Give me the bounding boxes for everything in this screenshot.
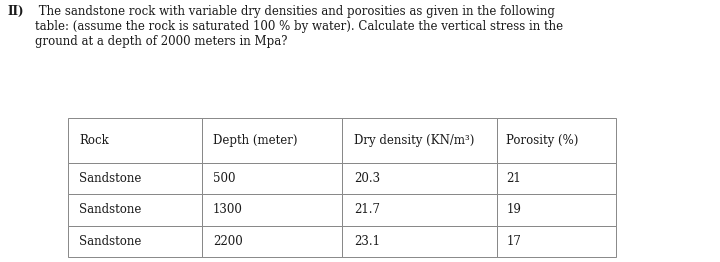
Text: II): II)	[7, 5, 24, 18]
Text: The sandstone rock with variable dry densities and porosities as given in the fo: The sandstone rock with variable dry den…	[35, 5, 563, 48]
